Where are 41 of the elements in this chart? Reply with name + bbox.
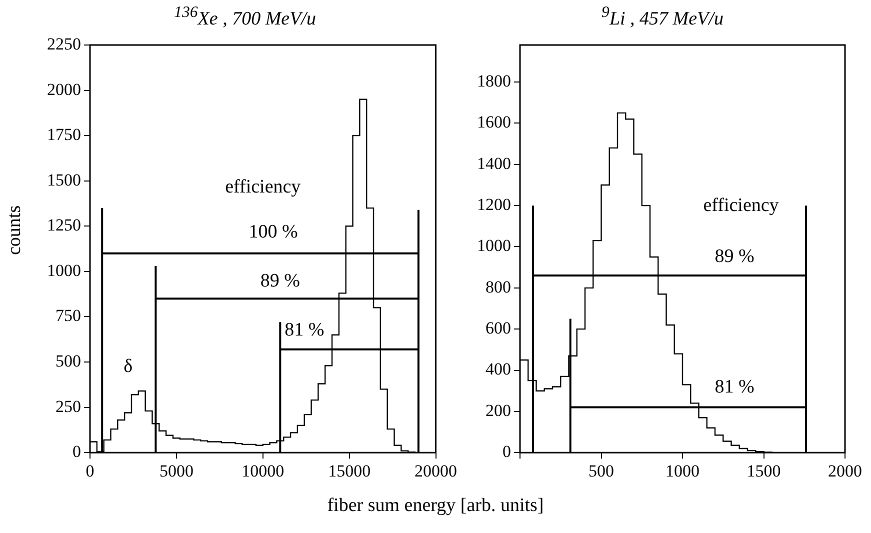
x-tick-label: 0	[86, 461, 94, 480]
annotation: δ	[124, 356, 133, 377]
y-tick-label: 750	[56, 306, 81, 326]
x-axis-title: fiber sum energy [arb. units]	[326, 495, 545, 517]
y-tick-label: 2000	[47, 80, 81, 99]
y-tick-label: 0	[502, 442, 511, 462]
y-tick-label: 1600	[477, 112, 511, 132]
x-tick-label: 10000	[242, 461, 284, 480]
y-tick-label: 200	[486, 400, 511, 420]
y-tick-label: 1800	[477, 72, 511, 91]
x-tick-label: 500	[588, 461, 614, 480]
y-tick-label: 1500	[47, 170, 81, 190]
annotation: 100 %	[248, 221, 298, 242]
annotation: efficiency	[225, 176, 302, 198]
y-tick-label: 1250	[47, 216, 81, 235]
y-tick-label: 500	[56, 351, 81, 370]
chart-title: $^{9}$Li , 457 MeV/u	[600, 4, 724, 30]
annotation: 81 %	[284, 319, 324, 340]
x-tick-label: 20000	[414, 461, 457, 480]
y-tick-label: 800	[486, 277, 511, 296]
x-tick-label: 1000	[666, 461, 700, 480]
x-tick-label: 15000	[328, 461, 371, 480]
y-tick-label: 2250	[47, 34, 81, 54]
y-tick-label: 1000	[477, 236, 511, 256]
y-tick-label: 1750	[47, 125, 81, 144]
chart-title: $^{136}$Xe , 700 MeV/u	[173, 4, 317, 30]
y-tick-label: 1200	[477, 195, 511, 214]
annotation: 89 %	[714, 246, 754, 267]
y-axis-title: counts	[4, 205, 26, 255]
y-tick-label: 0	[72, 442, 81, 462]
y-tick-label: 250	[56, 396, 81, 416]
x-tick-label: 1500	[746, 461, 781, 480]
annotation: 81 %	[714, 376, 754, 398]
annotation: efficiency	[703, 194, 780, 216]
y-tick-label: 1000	[47, 260, 81, 280]
y-tick-label: 1400	[477, 154, 511, 173]
y-tick-label: 600	[486, 318, 511, 338]
x-tick-label: 2000	[828, 461, 862, 480]
annotation: 89 %	[260, 270, 300, 292]
x-tick-label: 5000	[159, 461, 194, 480]
y-tick-label: 400	[486, 360, 511, 379]
